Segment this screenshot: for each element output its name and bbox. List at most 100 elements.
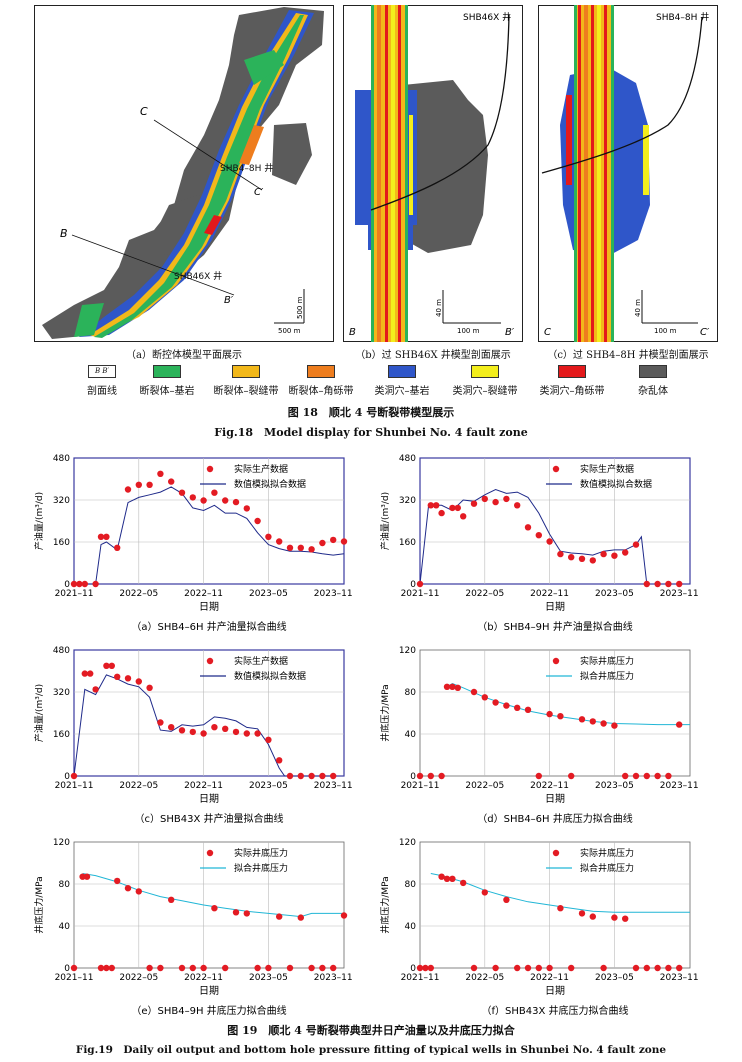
actual-data-point <box>330 772 337 780</box>
actual-data-point <box>622 549 629 556</box>
actual-data-point <box>481 889 488 896</box>
fig18-caption-c: （c）过 SHB4–8H 井模型剖面展示 <box>547 350 709 361</box>
fig19-title-en: Fig.19 Daily oil output and bottom hole … <box>75 1044 667 1056</box>
actual-data-point <box>632 541 640 548</box>
actual-data-point <box>535 772 542 780</box>
actual-data-point <box>286 544 294 551</box>
x-axis-label: 日期 <box>545 601 565 613</box>
x-tick-label: 2022–05 <box>119 589 158 599</box>
legend-item-3: 类洞穴–基岩 <box>370 365 434 397</box>
actual-data-point <box>254 964 261 972</box>
legend-text-actual: 实际井底压力 <box>580 655 634 667</box>
actual-data-point <box>438 873 445 880</box>
actual-data-point <box>222 725 229 732</box>
actual-data-point <box>665 964 672 972</box>
actual-data-point <box>146 481 153 488</box>
y-tick-label: 480 <box>53 454 70 464</box>
y-tick-label: 0 <box>64 580 70 590</box>
x-tick-label: 2021–11 <box>55 781 94 791</box>
legend-label: 类洞穴–裂缝带 <box>452 386 518 397</box>
actual-data-point <box>232 498 240 506</box>
section-c-scale-v: 40 m <box>634 299 642 317</box>
x-tick-label: 2021–11 <box>401 973 440 983</box>
actual-data-point <box>449 683 456 690</box>
fig18-caption-a: （a）断控体模型平面展示 <box>126 350 242 361</box>
x-tick-label: 2022–05 <box>119 973 158 983</box>
actual-data-point <box>514 502 521 509</box>
x-tick-label: 2021–11 <box>401 589 440 599</box>
actual-data-point <box>460 513 467 520</box>
y-tick-label: 0 <box>64 772 70 782</box>
actual-data-point <box>157 719 164 726</box>
fig18-legend: B B′ 剖面线 断裂体–基岩 断裂体–裂缝带 断裂体–角砾带 类洞穴–基岩 类洞穴–裂… <box>80 365 700 401</box>
x-tick-label: 2021–11 <box>55 973 94 983</box>
actual-data-point <box>460 879 467 887</box>
actual-data-point <box>600 550 607 558</box>
chart-b: 0 160 320 480 2021–11 2022–05 2022–11 2023–05 20… <box>379 454 699 632</box>
actual-data-point <box>481 495 488 503</box>
actual-data-point <box>211 724 218 731</box>
actual-data-point <box>643 772 650 780</box>
actual-data-point <box>265 533 272 540</box>
plan-label-cp: C′ <box>254 187 264 198</box>
actual-data-point <box>83 873 91 880</box>
actual-data-point <box>114 544 121 551</box>
actual-data-point <box>503 896 510 903</box>
actual-data-point <box>557 905 564 912</box>
actual-data-point <box>254 517 261 525</box>
actual-data-point <box>340 538 348 545</box>
y-axis-label: 产油量/(m³/d) <box>33 684 45 742</box>
actual-data-point <box>189 964 196 972</box>
actual-data-point <box>568 964 575 972</box>
actual-data-point <box>514 704 521 711</box>
actual-data-point <box>92 686 99 693</box>
actual-data-point <box>276 538 283 545</box>
actual-data-point <box>135 678 142 685</box>
x-tick-label: 2022–11 <box>184 781 223 791</box>
section-b-gray <box>403 80 488 253</box>
plan-label-bp: B′ <box>224 295 234 306</box>
actual-data-point <box>454 504 461 512</box>
y-tick-label: 120 <box>53 838 70 848</box>
section-b-well: SHB46X 井 <box>463 11 511 23</box>
actual-data-point <box>308 964 315 972</box>
legend-text-actual: 实际生产数据 <box>580 463 634 475</box>
fig18-panel-b: SHB46X 井 B B′ 40 m 100 m <box>343 5 523 342</box>
y-axis-label: 产油量/(m³/d) <box>379 492 391 550</box>
actual-data-point <box>433 502 440 509</box>
actual-data-point <box>589 718 596 725</box>
actual-data-point <box>200 730 207 737</box>
actual-data-point <box>135 888 142 895</box>
actual-data-point <box>665 580 672 588</box>
actual-data-point <box>340 912 348 919</box>
section-c-stripes <box>566 5 649 342</box>
chart-caption: （a）SHB4–6H 井产油量拟合曲线 <box>131 620 286 632</box>
y-tick-label: 0 <box>410 964 416 974</box>
actual-data-point <box>470 688 478 696</box>
y-tick-label: 160 <box>53 538 70 548</box>
y-tick-label: 80 <box>405 688 417 698</box>
actual-data-point <box>124 675 132 682</box>
chart-e: 0 40 80 120 2021–11 2022–05 2022–11 2023–05 2023… <box>33 838 353 1016</box>
actual-data-point <box>222 497 229 504</box>
actual-data-point <box>232 728 240 736</box>
chart-caption: （b）SHB4–9H 井产油量拟合曲线 <box>477 620 633 632</box>
x-axis-label: 日期 <box>199 601 219 613</box>
actual-data-point <box>492 964 499 972</box>
actual-data-point <box>676 964 683 972</box>
actual-data-point <box>481 694 488 701</box>
x-tick-label: 2021–11 <box>55 589 94 599</box>
actual-data-point <box>157 964 164 972</box>
actual-data-point <box>676 580 683 588</box>
chart-a: 0 160 320 480 2021–11 2022–05 2022–11 2023–05 20… <box>33 454 353 632</box>
actual-data-point <box>103 533 110 540</box>
actual-data-point <box>178 489 186 496</box>
actual-data-point <box>297 772 304 780</box>
section-b-scale-v: 40 m <box>435 299 443 317</box>
actual-data-point <box>319 964 326 972</box>
y-tick-label: 120 <box>399 646 416 656</box>
x-tick-label: 2023–05 <box>249 973 288 983</box>
section-c-scale-h: 100 m <box>654 327 677 335</box>
x-tick-label: 2021–11 <box>401 781 440 791</box>
actual-data-point <box>578 555 586 562</box>
